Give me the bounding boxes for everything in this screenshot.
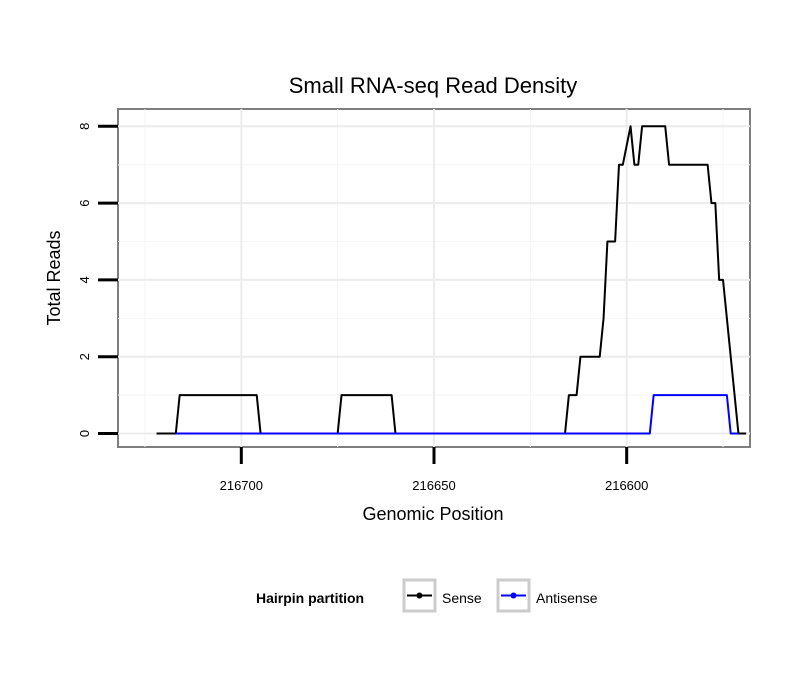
y-tick-label: 0 bbox=[77, 430, 92, 437]
y-tick-label: 4 bbox=[77, 276, 92, 283]
x-tick-label: 216650 bbox=[412, 478, 455, 493]
y-tick-label: 2 bbox=[77, 353, 92, 360]
y-axis-title: Total Reads bbox=[44, 230, 64, 325]
legend: Hairpin partition Sense Antisense bbox=[256, 578, 598, 613]
chart-title: Small RNA-seq Read Density bbox=[289, 73, 578, 98]
series-line-sense bbox=[156, 125, 747, 435]
series-layer bbox=[156, 125, 747, 435]
legend-item-sense: Sense bbox=[402, 578, 482, 613]
y-tick-label: 6 bbox=[77, 199, 92, 206]
legend-title: Hairpin partition bbox=[256, 590, 364, 606]
legend-key-point bbox=[510, 592, 517, 599]
legend-item-antisense: Antisense bbox=[496, 578, 598, 613]
legend-label: Sense bbox=[442, 590, 482, 606]
y-axis: 0 2 4 6 8 bbox=[77, 123, 118, 437]
legend-label: Antisense bbox=[536, 590, 598, 606]
x-tick-label: 216700 bbox=[220, 478, 263, 493]
y-tick-label: 8 bbox=[77, 123, 92, 130]
legend-key-point bbox=[416, 592, 423, 599]
series-line-antisense bbox=[175, 394, 739, 435]
x-tick-label: 216600 bbox=[605, 478, 648, 493]
x-axis: 216700 216650 216600 bbox=[220, 447, 648, 493]
x-axis-title: Genomic Position bbox=[362, 504, 503, 524]
